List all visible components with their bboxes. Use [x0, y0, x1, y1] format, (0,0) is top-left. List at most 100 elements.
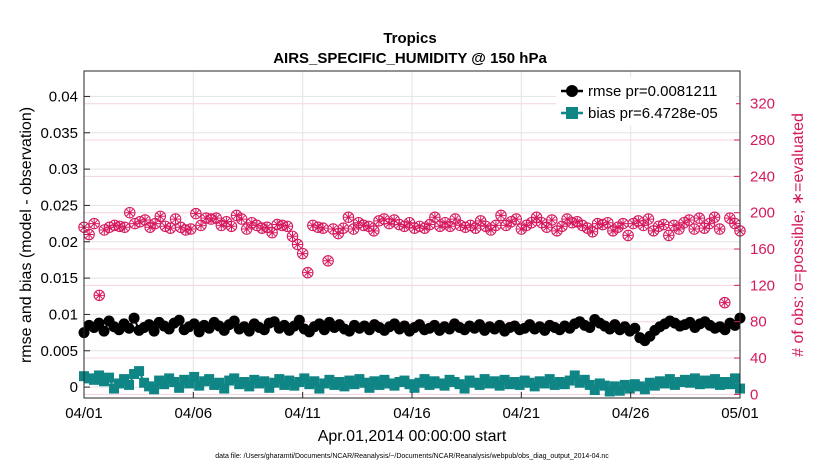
y-tick-label-right: 0 [750, 386, 758, 403]
x-tick-label: 04/01 [65, 405, 103, 422]
bias-point [384, 378, 395, 389]
obs-evaluated-point [170, 214, 181, 224]
obs-possible-point [622, 229, 634, 242]
obs-evaluated-point [247, 218, 257, 228]
series-rmse [78, 312, 746, 347]
rmse-point [293, 314, 305, 326]
obs-evaluated-point [181, 225, 191, 235]
obs-evaluated-point [481, 221, 491, 231]
bias-point [149, 384, 160, 395]
bias-point [729, 373, 740, 384]
bias-point [369, 376, 380, 387]
obs-evaluated-point [471, 223, 481, 233]
bias-point [264, 382, 275, 393]
bias-point [379, 374, 390, 385]
bias-point [189, 371, 200, 382]
bias-point [724, 379, 735, 390]
bias-point [679, 374, 690, 385]
data-file-footnote: data file: /Users/gharamti/Documents/NCA… [215, 453, 609, 460]
obs-evaluated-point [404, 218, 415, 228]
bias-point [204, 374, 215, 385]
obs-evaluated-point [389, 215, 399, 225]
rmse-point [629, 322, 641, 334]
obs-evaluated-point [496, 210, 506, 220]
obs-evaluated-point [226, 221, 237, 231]
bias-point [719, 377, 730, 388]
obs-evaluated-point [511, 214, 521, 224]
obs-possible-point [93, 289, 106, 302]
y-tick-label-right: 280 [750, 132, 775, 149]
bias-point [339, 381, 350, 392]
obs-evaluated-point [89, 219, 99, 229]
bias-point [554, 377, 565, 388]
bias-point [154, 375, 165, 386]
obs-evaluated-point [501, 220, 511, 230]
obs-evaluated-point [491, 220, 501, 230]
bias-point [114, 378, 125, 389]
obs-evaluated-point [384, 219, 394, 229]
obs-evaluated-point [211, 213, 221, 223]
obs-possible-point [302, 266, 314, 279]
bias-point [604, 386, 615, 397]
obs-evaluated-point [379, 214, 389, 224]
bias-point [669, 379, 680, 390]
obs-evaluated-point [689, 224, 699, 234]
obs-evaluated-point [145, 222, 155, 232]
obs-evaluated-point [532, 212, 542, 222]
bias-point [579, 374, 590, 385]
obs-evaluated-point [684, 215, 694, 225]
rmse-point [128, 312, 140, 324]
obs-evaluated-point [623, 230, 633, 240]
bias-point [714, 379, 725, 390]
bias-point [594, 378, 605, 389]
bias-point [144, 381, 155, 392]
obs-evaluated-point [242, 224, 252, 234]
obs-evaluated-point [150, 219, 160, 229]
obs-evaluated-point [369, 226, 379, 236]
bias-point [539, 378, 550, 389]
bias-point [104, 372, 115, 383]
bias-point [599, 380, 610, 391]
bias-point [284, 375, 295, 386]
obs-evaluated-point [155, 211, 165, 221]
obs-evaluated-point [669, 220, 679, 230]
obs-evaluated-point [521, 220, 531, 230]
series-layer [78, 206, 746, 397]
obs-evaluated-point [323, 256, 333, 266]
bias-point [444, 374, 455, 385]
bias-point [404, 379, 415, 390]
y-tick-label-right: 40 [750, 350, 767, 367]
bias-point [549, 379, 560, 390]
obs-evaluated-point [593, 219, 603, 229]
legend-bias-label: bias pr=6.4728e-05 [588, 105, 718, 122]
x-tick-label: 04/11 [284, 405, 320, 422]
obs-evaluated-point [409, 223, 420, 233]
y-tick-label-right: 160 [750, 241, 775, 258]
bias-point [89, 374, 100, 385]
bias-point [314, 383, 325, 394]
obs-evaluated-point [348, 224, 359, 234]
obs-possible-point [291, 238, 304, 251]
obs-evaluated-point [679, 218, 689, 228]
obs-evaluated-point [328, 224, 338, 234]
bias-point [534, 376, 545, 387]
obs-evaluated-point [542, 222, 552, 232]
bias-point [294, 377, 305, 388]
obs-evaluated-point [176, 222, 186, 232]
bias-point [504, 379, 515, 390]
obs-evaluated-point [94, 290, 104, 300]
obs-evaluated-point [293, 239, 303, 250]
obs-evaluated-point [476, 216, 486, 226]
bias-point [489, 376, 500, 387]
obs-evaluated-point [582, 223, 592, 233]
bias-point [134, 366, 145, 377]
bias-point [84, 373, 95, 384]
obs-evaluated-point [710, 212, 720, 222]
bias-point [514, 379, 525, 390]
obs-possible-point [693, 212, 706, 224]
bias-point [544, 374, 555, 385]
obs-evaluated-point [557, 221, 567, 231]
obs-possible-point [266, 226, 278, 239]
obs-evaluated-point [643, 214, 654, 224]
